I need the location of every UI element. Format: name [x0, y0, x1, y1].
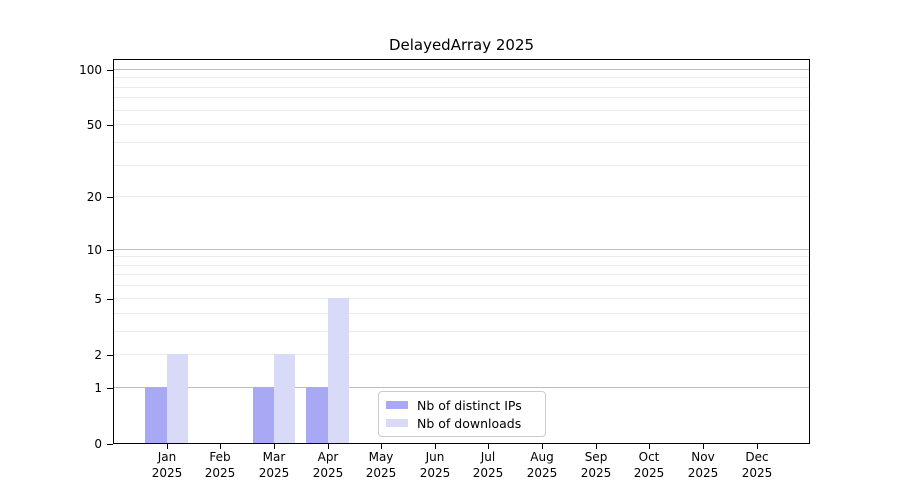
legend-label-downloads: Nb of downloads	[417, 415, 522, 431]
minor-gridline	[114, 312, 809, 314]
x-axis-tick-label: Nov 2025	[687, 450, 719, 480]
minor-gridline	[114, 330, 809, 332]
chart-title: DelayedArray 2025	[388, 36, 535, 54]
minor-gridline	[114, 141, 809, 143]
x-axis-tick-label: Mar 2025	[258, 450, 290, 480]
x-axis-tick-label: Jan 2025	[151, 450, 183, 480]
x-axis-tick-label: Aug 2025	[526, 450, 558, 480]
x-axis-tick	[703, 444, 704, 449]
major-gridline	[114, 68, 809, 70]
minor-gridline	[114, 124, 809, 126]
x-axis-tick	[381, 444, 382, 449]
y-axis-tick	[107, 197, 113, 198]
y-axis-tick-label: 5	[94, 292, 102, 306]
minor-gridline	[114, 164, 809, 166]
x-axis-tick	[328, 444, 329, 449]
y-axis-tick	[107, 125, 113, 126]
minor-gridline	[114, 86, 809, 88]
bar-jan-distinct-ips	[145, 386, 167, 443]
x-axis-tick	[220, 444, 221, 449]
legend: Nb of distinct IPs Nb of downloads	[378, 391, 546, 437]
legend-swatch-downloads	[386, 419, 408, 427]
y-axis-tick	[107, 355, 113, 356]
y-axis-tick-label: 0	[94, 437, 102, 451]
minor-gridline	[114, 256, 809, 258]
plot-area	[113, 59, 810, 444]
bar-mar-downloads	[274, 353, 296, 443]
x-axis-tick-label: Jun 2025	[419, 450, 451, 480]
x-axis-tick	[274, 444, 275, 449]
x-axis-tick-label: Feb 2025	[204, 450, 236, 480]
bar-apr-distinct-ips	[306, 386, 328, 443]
legend-item-downloads: Nb of downloads	[386, 414, 537, 432]
y-axis-tick	[107, 299, 113, 300]
y-axis-tick-label: 10	[86, 243, 102, 257]
y-axis-tick-label: 50	[86, 118, 102, 132]
x-axis-tick	[649, 444, 650, 449]
y-axis-tick-label: 20	[86, 190, 102, 204]
x-axis-tick-label: Apr 2025	[312, 450, 344, 480]
x-axis-tick-label: Jul 2025	[472, 450, 504, 480]
minor-gridline	[114, 264, 809, 266]
major-gridline	[114, 248, 809, 250]
x-axis-tick	[542, 444, 543, 449]
x-axis-tick	[435, 444, 436, 449]
x-axis-tick-label: May 2025	[365, 450, 397, 480]
minor-gridline	[114, 97, 809, 99]
major-gridline	[114, 386, 809, 388]
y-axis-tick-label: 1	[94, 381, 102, 395]
minor-gridline	[114, 297, 809, 299]
y-axis-tick	[107, 444, 113, 445]
legend-label-distinct-ips: Nb of distinct IPs	[417, 397, 522, 413]
y-axis-tick-label: 2	[94, 348, 102, 362]
y-axis-tick-label: 100	[79, 63, 102, 77]
minor-gridline	[114, 109, 809, 111]
x-axis-tick-label: Oct 2025	[633, 450, 665, 480]
legend-swatch-distinct-ips	[386, 401, 408, 409]
minor-gridline	[114, 77, 809, 79]
x-axis-tick	[167, 444, 168, 449]
bar-apr-downloads	[327, 297, 350, 443]
minor-gridline	[114, 353, 809, 355]
y-axis-tick	[107, 388, 113, 389]
minor-gridline	[114, 196, 809, 198]
minor-gridline	[114, 285, 809, 287]
x-axis-tick	[757, 444, 758, 449]
legend-item-distinct-ips: Nb of distinct IPs	[386, 396, 537, 414]
bar-mar-distinct-ips	[252, 386, 274, 443]
y-axis-tick	[107, 250, 113, 251]
x-axis-tick-label: Dec 2025	[741, 450, 773, 480]
y-axis-tick	[107, 70, 113, 71]
bar-jan-downloads	[166, 353, 189, 443]
minor-gridline	[114, 274, 809, 276]
x-axis-tick-label: Sep 2025	[580, 450, 612, 480]
x-axis-tick	[488, 444, 489, 449]
x-axis-tick	[596, 444, 597, 449]
